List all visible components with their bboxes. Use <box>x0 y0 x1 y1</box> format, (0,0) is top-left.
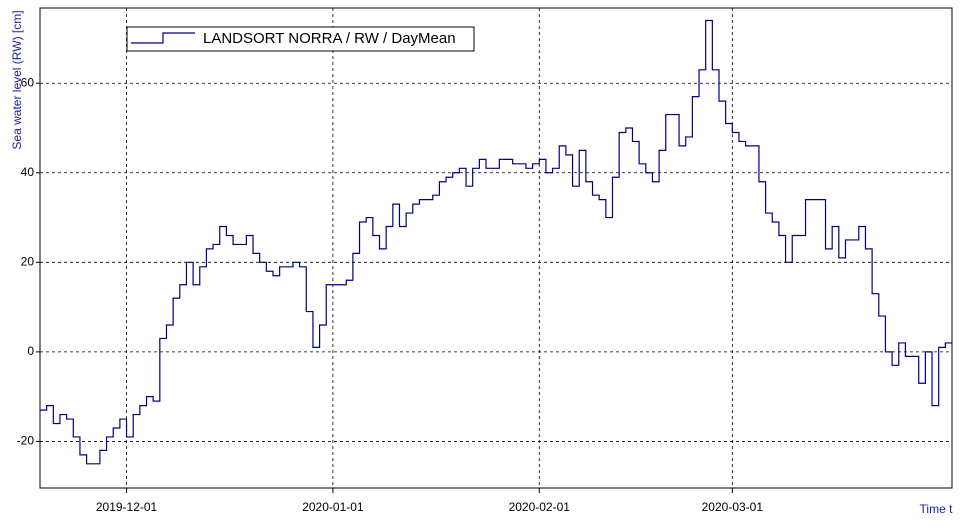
y-tick-label: 20 <box>21 255 35 269</box>
x-tick-label: 2020-02-01 <box>509 500 571 514</box>
x-tick-label: 2020-03-01 <box>702 500 764 514</box>
legend-label: LANDSORT NORRA / RW / DayMean <box>203 30 456 47</box>
step-line <box>40 19 952 465</box>
plot-frame <box>39 7 953 489</box>
y-tick-label: 0 <box>27 344 34 358</box>
x-tick-label: 2019-12-01 <box>96 500 158 514</box>
y-axis-label: Sea water level (RW) [cm] <box>10 10 24 149</box>
y-tick-label: 60 <box>21 75 35 89</box>
legend-swatch <box>131 32 195 44</box>
x-axis-label: Time t <box>920 502 954 516</box>
x-tick-label: 2020-01-01 <box>302 500 364 514</box>
y-tick-label: 40 <box>21 165 35 179</box>
y-tick-label: -20 <box>17 434 35 448</box>
legend-box <box>126 26 475 52</box>
